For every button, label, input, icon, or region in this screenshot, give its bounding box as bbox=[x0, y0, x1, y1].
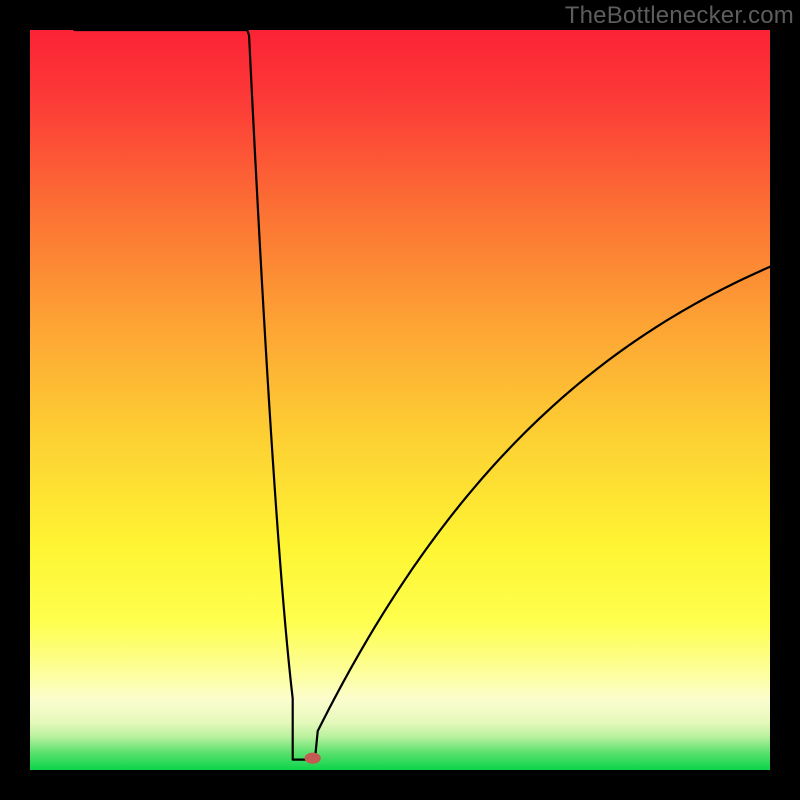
watermark-text: TheBottlenecker.com bbox=[565, 2, 794, 30]
plot-area bbox=[30, 30, 770, 770]
chart-container: TheBottlenecker.com bbox=[0, 0, 800, 800]
chart-svg bbox=[30, 30, 770, 770]
optimal-point-marker bbox=[305, 753, 321, 764]
chart-background bbox=[30, 30, 770, 770]
